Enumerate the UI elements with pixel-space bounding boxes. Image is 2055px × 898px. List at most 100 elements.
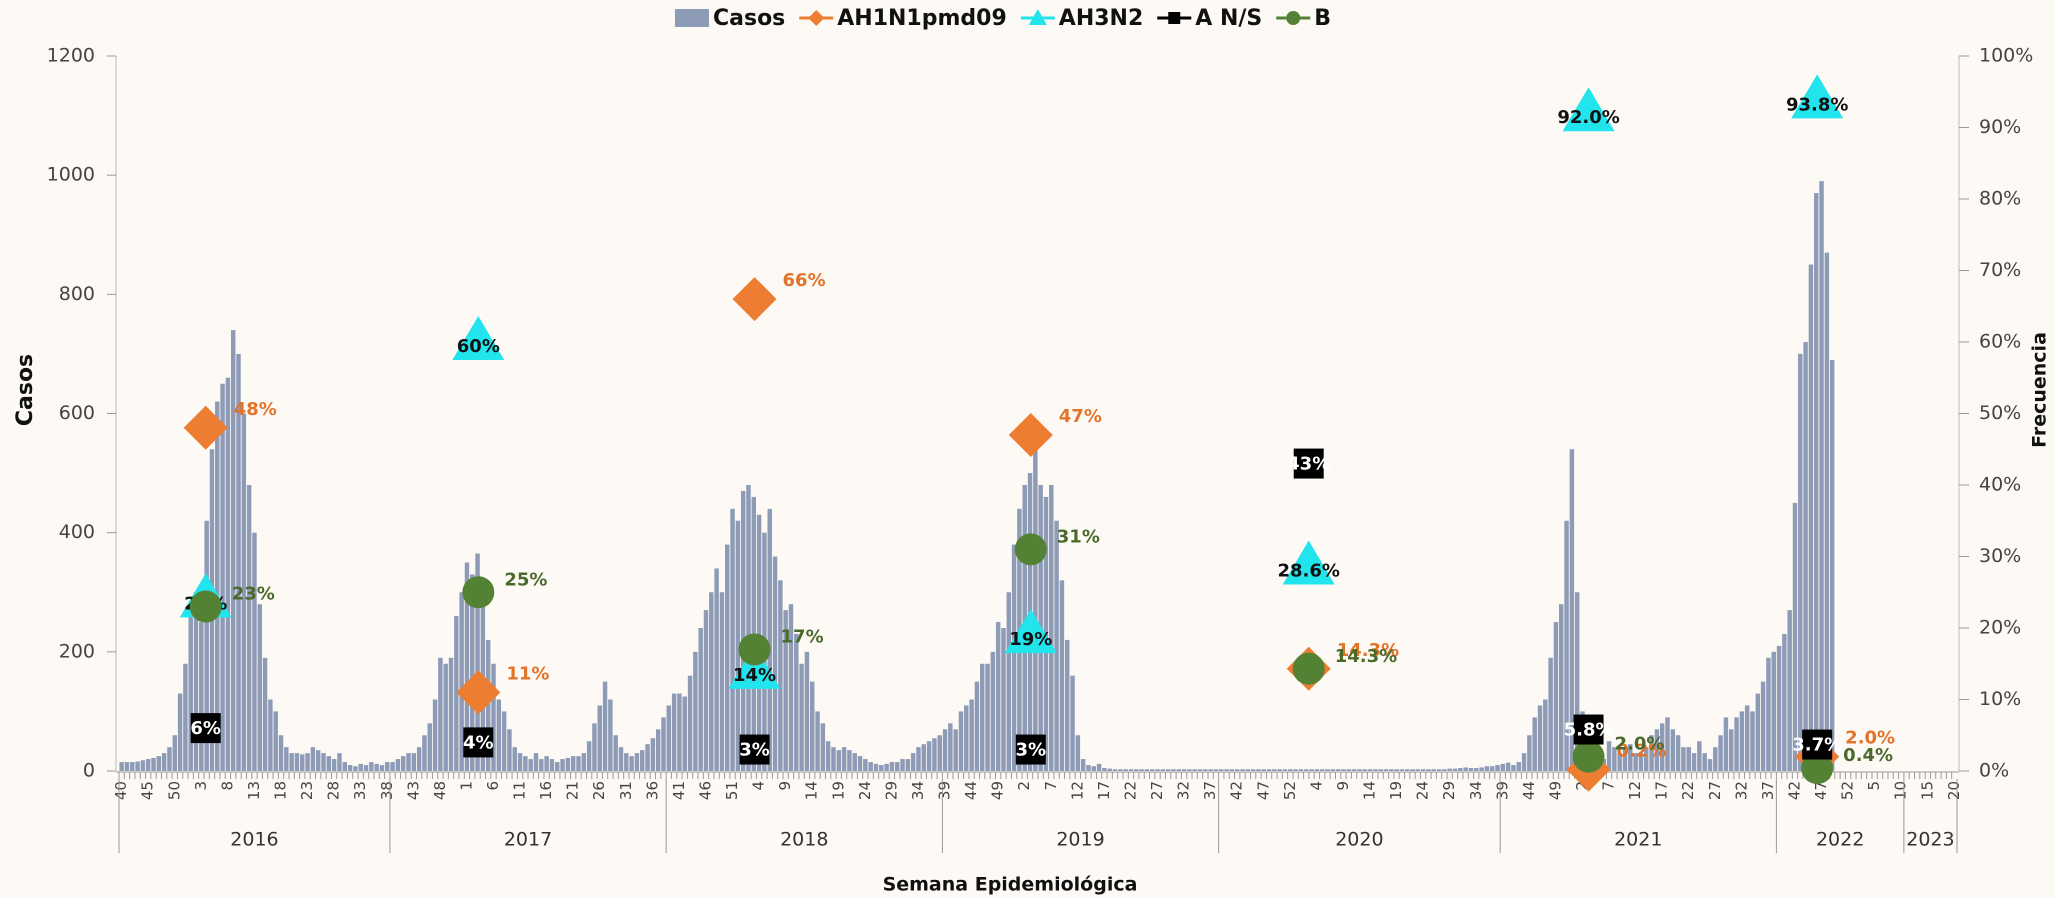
x-tick-label: 11 xyxy=(511,781,529,800)
legend-marker xyxy=(1168,12,1181,24)
y2-tick-label: 60% xyxy=(1979,331,2021,353)
bar xyxy=(1824,252,1830,771)
x-tick-label: 12 xyxy=(1626,781,1644,800)
diamond-marker xyxy=(732,277,777,322)
bar xyxy=(400,756,406,771)
bar xyxy=(1798,353,1803,771)
bar xyxy=(783,610,788,771)
bar xyxy=(1511,765,1516,771)
bar xyxy=(1330,769,1336,771)
bar xyxy=(964,705,969,771)
bar xyxy=(262,657,268,771)
circle-marker xyxy=(738,633,771,666)
bar xyxy=(507,729,512,771)
x-tick-label: 23 xyxy=(298,781,316,800)
bar xyxy=(167,747,172,771)
bar xyxy=(416,747,422,771)
bar xyxy=(767,508,772,771)
bar xyxy=(1128,769,1134,771)
y2-tick-label: 10% xyxy=(1979,688,2021,710)
bar xyxy=(539,759,544,771)
bar xyxy=(501,711,507,771)
x-tick-label: 7 xyxy=(1600,781,1618,791)
bar xyxy=(1548,657,1553,771)
bar xyxy=(236,353,241,771)
data-label: 6% xyxy=(190,718,221,739)
bar xyxy=(1442,769,1447,771)
diamond-marker xyxy=(1008,412,1053,457)
bar xyxy=(1543,699,1548,771)
bar xyxy=(1729,729,1734,771)
bar xyxy=(884,763,889,771)
bar xyxy=(1282,769,1288,771)
bar xyxy=(1500,763,1506,771)
x-tick-label: 48 xyxy=(431,781,449,800)
bar xyxy=(1723,717,1729,771)
bar xyxy=(1203,769,1208,771)
bar xyxy=(1649,735,1654,771)
circle-marker xyxy=(1292,652,1325,685)
bar xyxy=(613,735,618,771)
x-tick-label: 38 xyxy=(378,781,396,800)
bar xyxy=(799,663,804,771)
bar xyxy=(1760,681,1766,771)
x-tick-label: 19 xyxy=(1387,781,1405,800)
x-tick-label: 14 xyxy=(1361,781,1379,800)
x-tick-label: 6 xyxy=(484,781,502,791)
bar xyxy=(586,741,592,771)
bar xyxy=(1049,485,1054,771)
bar xyxy=(1096,763,1102,771)
bar xyxy=(1633,753,1638,771)
x-tick-label: 9 xyxy=(776,781,794,791)
diamond-marker xyxy=(456,670,501,715)
bar xyxy=(1617,753,1622,771)
x-tick-label: 34 xyxy=(1467,781,1485,800)
bar xyxy=(1713,747,1718,771)
bar xyxy=(1718,735,1723,771)
bar xyxy=(778,580,783,771)
bar xyxy=(1091,766,1097,771)
bar xyxy=(374,763,379,771)
bar xyxy=(1766,657,1771,771)
bar xyxy=(810,681,815,771)
bar xyxy=(1644,747,1649,771)
bar xyxy=(347,765,353,771)
bar xyxy=(485,639,491,771)
bar xyxy=(576,756,581,771)
bar xyxy=(1829,359,1835,771)
bar xyxy=(268,699,273,771)
bar xyxy=(475,553,480,771)
bar xyxy=(1192,769,1197,771)
x-tick-label: 32 xyxy=(1732,781,1750,800)
bar xyxy=(1691,753,1697,771)
bar xyxy=(1569,449,1575,771)
bar xyxy=(1155,769,1160,771)
bar xyxy=(1707,759,1713,771)
legend-marker xyxy=(1028,9,1047,25)
bar xyxy=(523,756,528,771)
bar xyxy=(836,750,842,771)
bar xyxy=(926,741,932,771)
bar xyxy=(140,760,146,771)
bar xyxy=(841,747,847,771)
bar xyxy=(1521,753,1527,771)
x-tick-label: 31 xyxy=(617,781,635,800)
bar xyxy=(363,765,369,771)
x-tick-label: 43 xyxy=(404,781,422,800)
bar xyxy=(342,762,347,771)
bar xyxy=(555,762,560,771)
bar xyxy=(937,735,942,771)
bar xyxy=(252,532,257,771)
x-tick-label: 27 xyxy=(1148,781,1166,800)
x-tick-label: 15 xyxy=(1918,781,1936,800)
x-tick-label: 26 xyxy=(590,781,608,800)
x-tick-label: 16 xyxy=(537,781,555,800)
bar xyxy=(730,508,735,771)
y2-tick-label: 80% xyxy=(1979,188,2021,210)
bar xyxy=(1755,693,1761,771)
bar xyxy=(1357,769,1362,771)
bar xyxy=(1351,769,1357,771)
bar xyxy=(1118,769,1123,771)
bar xyxy=(1489,766,1495,771)
bar xyxy=(974,681,980,771)
